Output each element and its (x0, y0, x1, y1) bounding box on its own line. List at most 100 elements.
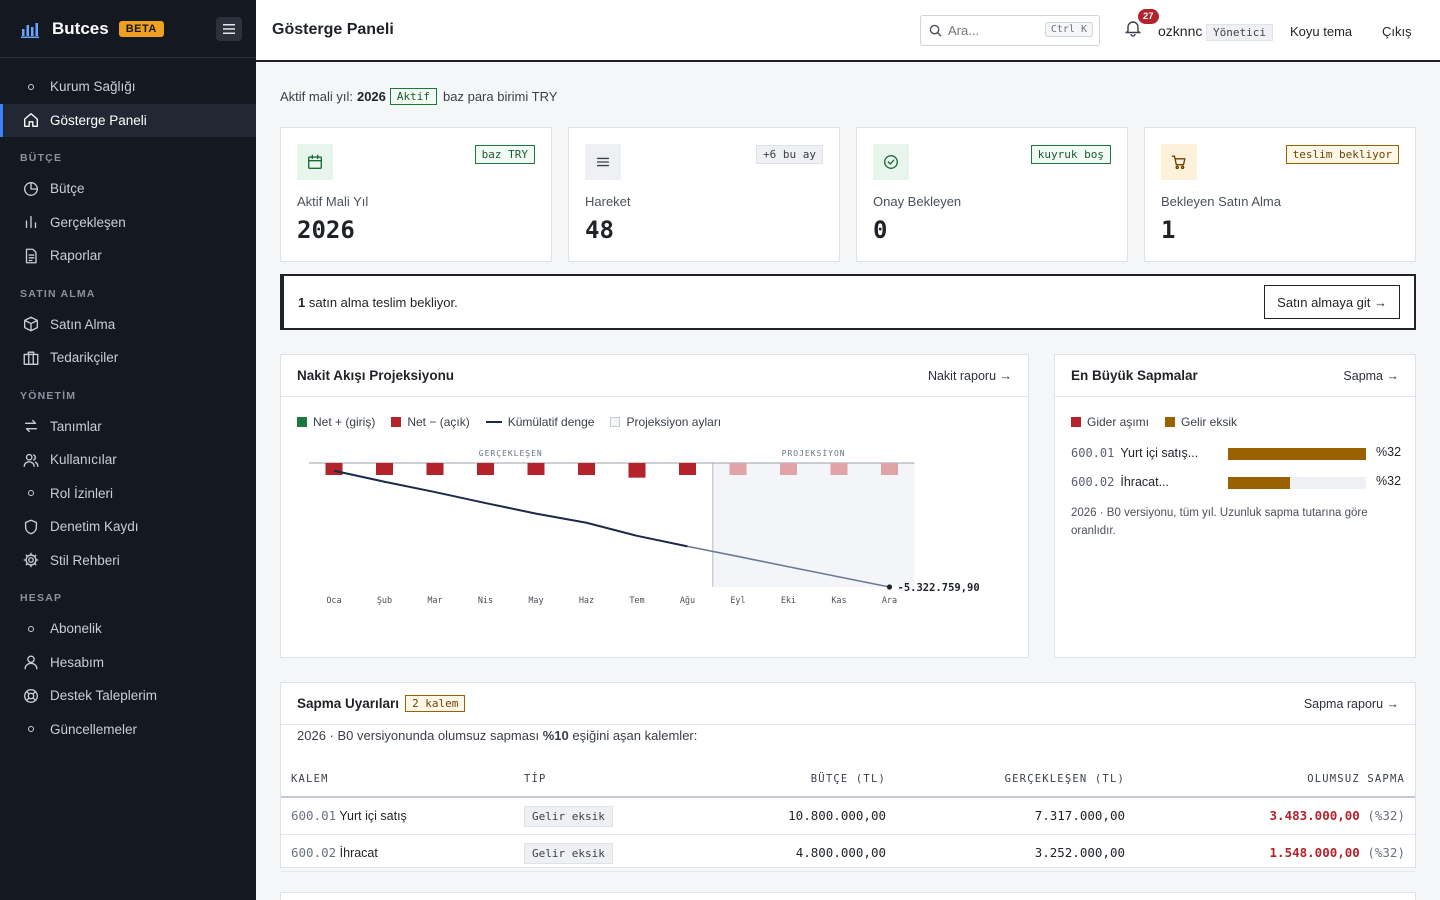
sidebar-item-label: Tanımlar (50, 418, 102, 434)
variance-row[interactable]: 600.01 Yurt içi satış... %32 (1071, 443, 1401, 463)
variance-link[interactable]: Sapma → (1343, 368, 1399, 383)
desc-suffix: eşiğini aşan kalemler: (572, 728, 698, 743)
sidebar-item-raporlar[interactable]: Raporlar (0, 239, 256, 273)
x-tick-label: Haz (579, 596, 594, 606)
users-icon (22, 451, 40, 469)
net-bar (527, 463, 545, 475)
cumulative-end-label: -5.322.759,90 (898, 582, 980, 594)
x-tick-label: Eyl (730, 596, 745, 606)
bell-icon[interactable] (1124, 19, 1142, 37)
brand[interactable]: Butces BETA (0, 0, 256, 58)
net-bar (426, 463, 444, 475)
sidebar-item-güncellemeler[interactable]: Güncellemeler (0, 713, 256, 747)
bar-chart-icon (22, 213, 40, 231)
menu-toggle-button[interactable] (216, 17, 242, 41)
dot-icon (22, 484, 40, 502)
net-bar (628, 463, 646, 478)
variance-alerts-panel: Sapma Uyarıları 2 kalem Sapma raporu → 2… (280, 682, 1416, 872)
sidebar-item-kullanıcılar[interactable]: Kullanıcılar (0, 443, 256, 477)
sidebar-item-kurum-sağlığı[interactable]: Kurum Sağlığı (0, 70, 256, 104)
search-icon (929, 24, 942, 37)
cumulative-line-projection (687, 545, 890, 588)
variances-note: 2026 · B0 versiyonu, tüm yıl. Uzunluk sa… (1071, 507, 1368, 537)
sidebar-item-label: Abonelik (50, 621, 102, 637)
legend-positive-swatch (297, 417, 307, 427)
sidebar-section-title: SATIN ALMA (20, 287, 96, 300)
region-label-actual: GERÇEKLEŞEN (479, 449, 543, 458)
legend-under: Gelir eksik (1181, 415, 1238, 429)
variance-pct: %32 (1376, 474, 1402, 488)
stat-card[interactable]: teslim bekliyor Bekleyen Satın Alma 1 (1144, 127, 1416, 262)
variance-bar-track (1228, 477, 1366, 489)
net-bar (729, 463, 747, 475)
fiscal-suffix: baz para birimi TRY (443, 89, 558, 104)
home-icon (22, 111, 40, 129)
legend-cumulative: Kümülatif denge (507, 415, 595, 429)
cell-variance: 3.483.000,00 (%32) (1135, 797, 1415, 835)
table-row[interactable]: 600.02 İhracat Gelir eksik 4.800.000,00 3.2… (281, 834, 1415, 872)
fiscal-year: 2026 (356, 89, 386, 104)
search-shortcut: Ctrl K (1044, 22, 1093, 37)
sidebar-item-label: Gerçekleşen (50, 214, 126, 230)
sidebar-item-label: Tedarikçiler (50, 350, 119, 366)
variance-amount: 1.548.000,00 (1269, 845, 1360, 860)
cell-item: 600.02 İhracat (281, 834, 514, 872)
sidebar-item-hesabım[interactable]: Hesabım (0, 646, 256, 680)
legend-projection: Projeksiyon ayları (626, 415, 722, 429)
pending-purchase-alert: 1 satın alma teslim bekliyor. Satın alma… (280, 274, 1416, 330)
cash-report-link[interactable]: Nakit raporu → (927, 368, 1012, 383)
stat-value: 2026 (297, 216, 355, 244)
sidebar-item-destek-taleplerim[interactable]: Destek Taleplerim (0, 679, 256, 713)
legend-negative: Net − (açık) (407, 415, 470, 429)
col-header: KALEM (281, 761, 514, 798)
stat-label: Hareket (585, 194, 631, 209)
stat-card[interactable]: kuyruk boş Onay Bekleyen 0 (856, 127, 1128, 262)
legend-positive: Net + (giriş) (313, 415, 376, 429)
variance-code: 600.02 (1071, 475, 1115, 489)
variances-title: En Büyük Sapmalar (1071, 368, 1198, 383)
sidebar-item-gösterge-paneli[interactable]: Gösterge Paneli (0, 103, 256, 137)
sidebar-item-satın-alma[interactable]: Satın Alma (0, 308, 256, 342)
projection-region (712, 463, 915, 587)
theme-toggle-link[interactable]: Koyu tema (1290, 24, 1353, 39)
role-badge: Yönetici (1206, 24, 1273, 41)
sidebar-item-abonelik[interactable]: Abonelik (0, 612, 256, 646)
stat-card[interactable]: baz TRY Aktif Mali Yıl 2026 (280, 127, 552, 262)
sidebar-section-title: YÖNETİM (20, 389, 77, 402)
sidebar-item-denetim-kaydı[interactable]: Denetim Kaydı (0, 510, 256, 544)
fiscal-prefix: Aktif mali yıl: (280, 89, 353, 104)
cumulative-end-point (886, 584, 893, 590)
sidebar-item-tedarikçiler[interactable]: Tedarikçiler (0, 341, 256, 375)
type-chip: Gelir eksik (524, 842, 613, 864)
sidebar-item-tanımlar[interactable]: Tanımlar (0, 410, 256, 444)
page-title: Gösterge Paneli (272, 21, 394, 38)
table-row[interactable]: 600.01 Yurt içi satış Gelir eksik 10.800.0… (281, 797, 1415, 835)
search-input[interactable] (948, 23, 1048, 38)
type-chip: Gelir eksik (524, 805, 613, 827)
variance-alerts-badge: 2 kalem (405, 695, 466, 712)
stat-card[interactable]: +6 bu ay Hareket 48 (568, 127, 840, 262)
sidebar-item-stil-rehberi[interactable]: Stil Rehberi (0, 544, 256, 578)
hamburger-icon (223, 24, 235, 34)
sidebar-item-rol-i̇zinleri[interactable]: Rol İzinleri (0, 477, 256, 511)
go-to-purchasing-button[interactable]: Satın almaya git → (1264, 285, 1400, 319)
x-tick-label: Ara (882, 596, 897, 606)
cashflow-legend: Net + (giriş) Net − (açık) Kümülatif den… (297, 415, 737, 429)
username[interactable]: ozknnc (1158, 23, 1203, 39)
item-name: Yurt içi satış (339, 809, 407, 824)
sidebar-item-bütçe[interactable]: Bütçe (0, 172, 256, 206)
box-icon (22, 315, 40, 333)
cell-budget: 4.800.000,00 (684, 834, 896, 872)
stat-label: Bekleyen Satın Alma (1161, 194, 1281, 209)
lifebuoy-icon (22, 687, 40, 705)
search-box[interactable]: Ctrl K (920, 15, 1100, 46)
dot-icon (22, 78, 40, 96)
variance-row[interactable]: 600.02 İhracat... %32 (1071, 472, 1401, 492)
sidebar-section-title: HESAP (20, 592, 63, 604)
net-bar (830, 463, 848, 475)
logout-link[interactable]: Çıkış (1382, 24, 1412, 39)
variance-report-link[interactable]: Sapma raporu → (1303, 696, 1399, 711)
legend-over-swatch (1071, 417, 1081, 427)
sidebar-item-gerçekleşen[interactable]: Gerçekleşen (0, 206, 256, 240)
item-code: 600.02 (291, 845, 337, 860)
